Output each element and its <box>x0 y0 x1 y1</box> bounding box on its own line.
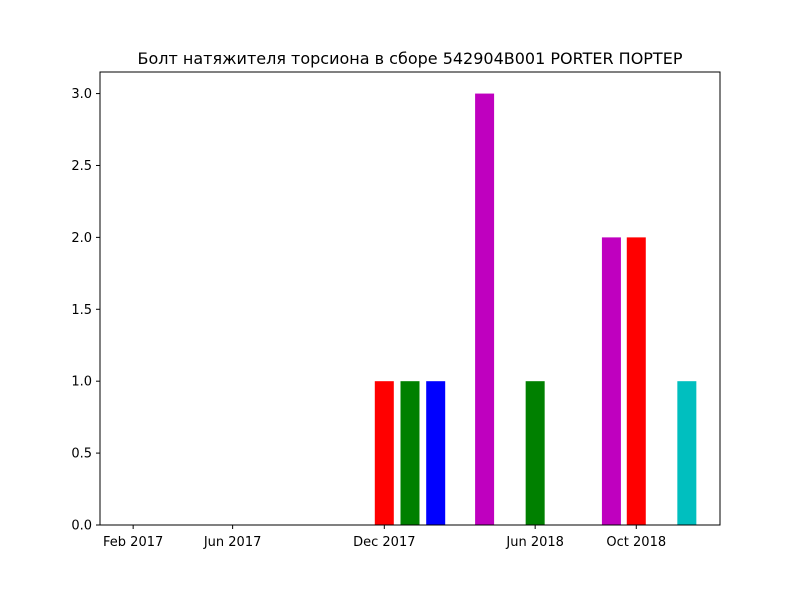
y-tick-label: 2.0 <box>71 231 92 246</box>
y-tick-label: 1.5 <box>71 303 92 318</box>
y-tick-label: 0.5 <box>71 447 92 462</box>
x-axis: Feb 2017 Jun 2017 Dec 2017 Jun 2018 Oct 2018 <box>103 525 666 550</box>
y-tick-label: 1.0 <box>71 375 92 390</box>
bars-group <box>374 93 697 525</box>
y-tick-label: 0.0 <box>71 519 92 534</box>
bar-1 <box>400 381 420 525</box>
bar-6 <box>626 237 646 525</box>
bar-5 <box>601 237 621 525</box>
y-axis: 0.0 0.5 1.0 1.5 2.0 2.5 3.0 <box>71 87 100 534</box>
plot-frame <box>99 71 721 526</box>
bar-3 <box>475 93 495 525</box>
bar-4 <box>525 381 545 525</box>
x-tick-label: Feb 2017 <box>103 535 163 550</box>
y-tick-label: 3.0 <box>71 87 92 102</box>
bar-2 <box>426 381 446 525</box>
y-tick-label: 2.5 <box>71 159 92 174</box>
bar-0 <box>374 381 394 525</box>
chart-title: Болт натяжителя торсиона в сборе 542904B… <box>138 49 683 68</box>
x-tick-label: Jun 2018 <box>505 535 564 550</box>
x-tick-label: Jun 2017 <box>203 535 262 550</box>
bar-7 <box>677 381 697 525</box>
x-tick-label: Dec 2017 <box>353 535 415 550</box>
x-tick-label: Oct 2018 <box>606 535 666 550</box>
